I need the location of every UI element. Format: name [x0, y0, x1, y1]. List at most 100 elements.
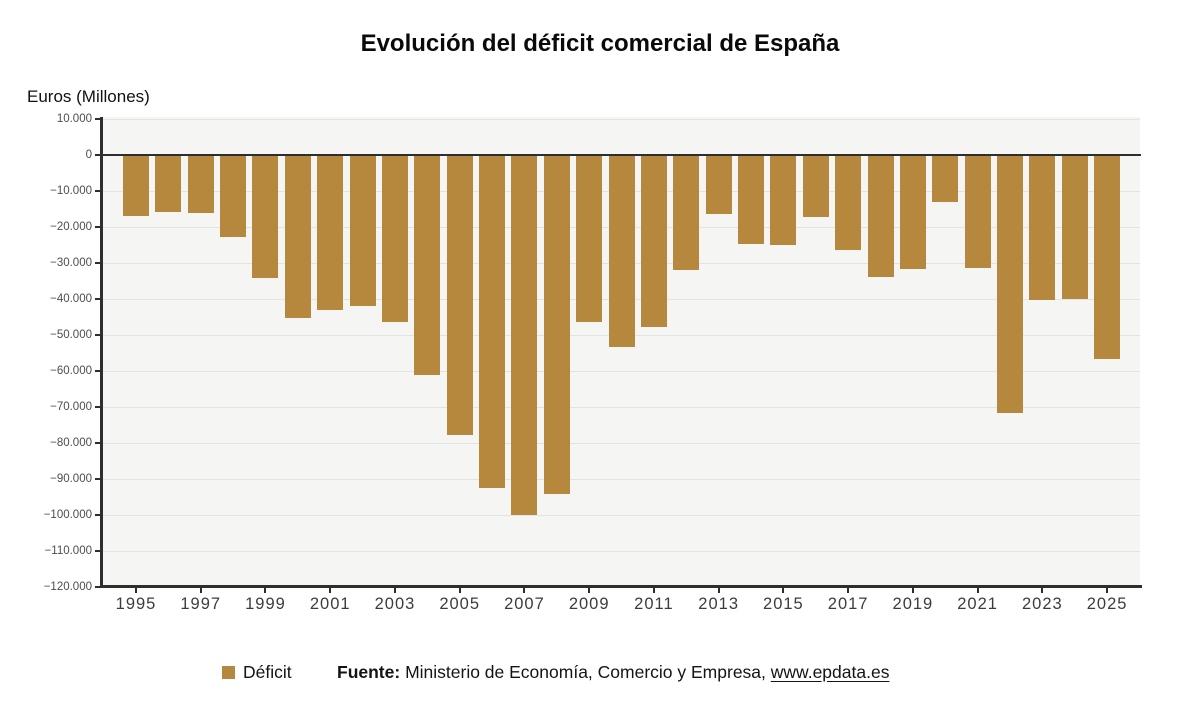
y-axis-tick — [95, 334, 101, 336]
gridline — [102, 550, 1140, 552]
bar-2003[interactable] — [381, 155, 408, 323]
y-tick-label: −60.000 — [50, 365, 92, 377]
bar-2011[interactable] — [640, 155, 667, 328]
y-tick-label: −80.000 — [50, 437, 92, 449]
x-axis-tick — [329, 587, 332, 593]
y-tick-label: −30.000 — [50, 257, 92, 269]
bar-2016[interactable] — [802, 155, 829, 217]
y-axis-tick — [95, 442, 101, 444]
y-tick-label: −10.000 — [50, 185, 92, 197]
bar-2025[interactable] — [1094, 155, 1121, 359]
bar-2001[interactable] — [317, 155, 344, 311]
y-tick-label: −90.000 — [50, 473, 92, 485]
bar-2017[interactable] — [835, 155, 862, 251]
source-link[interactable]: www.epdata.es — [770, 662, 890, 682]
source-text: Ministerio de Economía, Comercio y Empre… — [400, 662, 771, 682]
x-tick-label: 2015 — [763, 595, 804, 613]
bar-2020[interactable] — [932, 155, 959, 203]
x-axis-tick — [264, 587, 267, 593]
x-axis-tick — [588, 587, 591, 593]
bar-2022[interactable] — [996, 155, 1023, 413]
x-axis-tick — [976, 587, 979, 593]
x-tick-label: 2005 — [439, 595, 481, 613]
y-tick-label: −110.000 — [44, 545, 92, 557]
bar-2004[interactable] — [414, 155, 441, 376]
bar-2008[interactable] — [543, 155, 570, 495]
gridline — [102, 370, 1140, 372]
x-tick-label: 2025 — [1086, 595, 1128, 613]
bar-1998[interactable] — [220, 155, 247, 238]
y-tick-label: 0 — [85, 149, 92, 161]
x-tick-label: 2003 — [374, 595, 416, 613]
gridline — [102, 118, 1140, 120]
y-tick-label: −70.000 — [50, 401, 92, 413]
chart-title: Evolución del déficit comercial de Españ… — [360, 30, 840, 57]
bar-2018[interactable] — [867, 155, 894, 278]
bar-2013[interactable] — [705, 155, 732, 215]
bar-1999[interactable] — [252, 155, 279, 278]
gridline — [102, 514, 1140, 516]
bar-2005[interactable] — [446, 155, 473, 436]
bar-2014[interactable] — [738, 155, 765, 244]
y-axis-tick — [95, 190, 101, 192]
bar-2015[interactable] — [770, 155, 797, 245]
x-axis-line — [100, 584, 1142, 588]
bar-1997[interactable] — [187, 155, 214, 213]
y-axis-tick — [95, 370, 101, 372]
y-axis-tick — [95, 406, 101, 408]
x-tick-label: 2009 — [568, 595, 610, 613]
x-axis-tick — [393, 587, 396, 593]
y-axis-tick — [95, 478, 101, 480]
x-tick-label: 1995 — [115, 595, 157, 613]
y-axis-tick — [95, 550, 101, 552]
y-axis-tick — [95, 514, 101, 516]
legend-swatch-deficit — [222, 666, 235, 679]
bar-1996[interactable] — [155, 155, 182, 212]
y-tick-label: −20.000 — [50, 221, 92, 233]
source-label: Fuente: — [337, 662, 401, 682]
x-tick-label: 2001 — [309, 595, 351, 613]
y-tick-label: −50.000 — [50, 329, 92, 341]
x-axis-tick — [199, 587, 202, 593]
x-tick-label: 1999 — [245, 595, 286, 613]
bar-1995[interactable] — [123, 155, 149, 217]
x-tick-label: 1997 — [180, 595, 222, 613]
x-tick-label: 2017 — [827, 595, 869, 613]
bar-2024[interactable] — [1061, 155, 1088, 300]
y-axis-tick — [95, 226, 101, 228]
bar-2007[interactable] — [511, 155, 538, 515]
source-line: Fuente: Ministerio de Economía, Comercio… — [337, 662, 889, 683]
y-axis-tick — [95, 586, 101, 588]
bar-2023[interactable] — [1029, 155, 1056, 301]
bar-2009[interactable] — [576, 155, 603, 322]
y-axis-line — [100, 117, 103, 587]
zero-baseline — [101, 153, 1141, 156]
x-tick-label: 2023 — [1022, 595, 1063, 613]
legend-label-deficit: Déficit — [243, 662, 292, 682]
x-axis-tick — [911, 587, 914, 593]
x-tick-label: 2021 — [957, 595, 998, 613]
bar-2002[interactable] — [349, 155, 376, 306]
y-axis-tick — [95, 118, 101, 120]
x-axis-tick — [782, 587, 785, 593]
y-tick-label: −120.000 — [43, 581, 92, 593]
x-axis-tick — [1106, 587, 1109, 593]
x-axis-tick — [458, 587, 461, 593]
gridline — [102, 406, 1140, 408]
x-axis-tick — [523, 587, 526, 593]
x-axis-tick — [652, 587, 655, 593]
x-axis-tick — [847, 587, 850, 593]
x-tick-label: 2013 — [698, 595, 740, 613]
bar-2010[interactable] — [608, 155, 635, 347]
gridline — [102, 478, 1140, 480]
x-tick-label: 2011 — [634, 595, 674, 613]
bar-2021[interactable] — [964, 155, 991, 268]
bar-2006[interactable] — [479, 155, 506, 488]
bar-2019[interactable] — [899, 155, 926, 269]
x-axis-tick — [717, 587, 720, 593]
bar-2000[interactable] — [284, 155, 311, 318]
y-tick-label: −100.000 — [43, 509, 92, 521]
y-tick-label: 10.000 — [56, 113, 92, 125]
bar-2012[interactable] — [673, 155, 700, 270]
